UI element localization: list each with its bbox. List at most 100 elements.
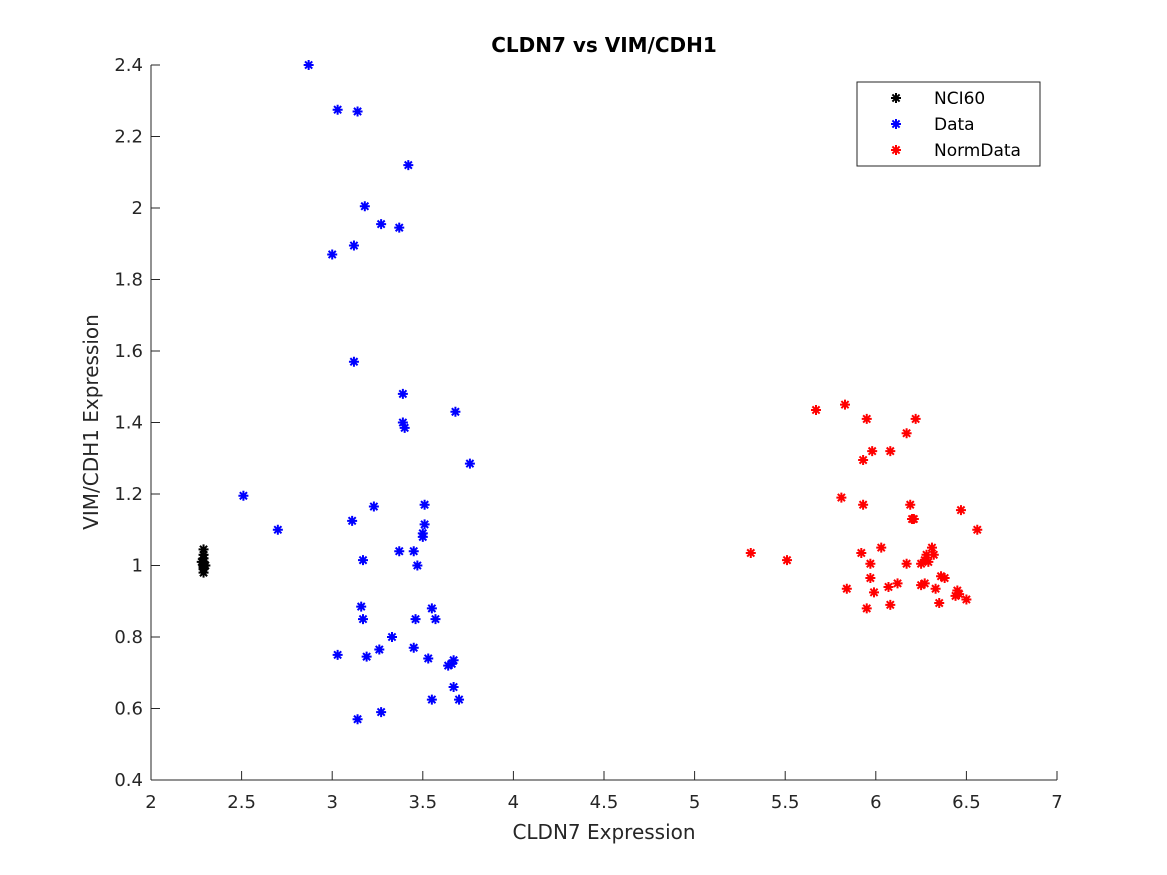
x-tick-label: 4 <box>508 792 519 813</box>
data-point <box>347 515 358 526</box>
series-normdata <box>745 399 983 614</box>
normdata-point <box>861 603 872 614</box>
data-point <box>348 356 359 367</box>
data-point <box>403 160 414 171</box>
data-point <box>426 603 437 614</box>
normdata-point <box>955 505 966 516</box>
data-point <box>359 201 370 212</box>
y-tick-label: 2.2 <box>114 127 143 148</box>
data-point <box>430 614 441 625</box>
legend-label-nci60: NCI60 <box>934 89 985 109</box>
normdata-point <box>745 547 756 558</box>
legend-marker-data <box>891 119 901 129</box>
data-point <box>408 546 419 557</box>
normdata-point <box>901 558 912 569</box>
normdata-point <box>865 573 876 584</box>
data-point <box>419 499 430 510</box>
legend-marker-normdata <box>891 145 901 155</box>
x-axis-ticks: 2 2.5 3 3.5 4 4.5 5 5.5 6 6.5 7 <box>145 771 1063 813</box>
data-series <box>196 60 983 725</box>
data-point <box>368 501 379 512</box>
legend-label-normdata: NormData <box>934 141 1021 161</box>
y-axis-label: VIM/CDH1 Expression <box>79 314 103 530</box>
normdata-point <box>972 524 983 535</box>
normdata-point <box>928 549 939 560</box>
y-tick-label: 1 <box>132 556 143 577</box>
normdata-point <box>923 556 934 567</box>
normdata-point <box>856 547 867 558</box>
x-tick-label: 7 <box>1051 792 1062 813</box>
normdata-point <box>954 589 965 600</box>
plot-area <box>151 65 1057 780</box>
data-point <box>374 644 385 655</box>
data-point <box>410 614 421 625</box>
y-axis-ticks: 0.4 0.6 0.8 1 1.2 1.4 1.6 1.8 2 2.2 2.4 <box>114 55 160 791</box>
data-point <box>448 655 459 666</box>
series-data <box>238 60 475 725</box>
data-point <box>412 560 423 571</box>
normdata-point <box>916 580 927 591</box>
data-point <box>446 658 457 669</box>
legend-item-nci60: NCI60 <box>891 89 985 109</box>
data-point <box>397 417 408 428</box>
data-point <box>361 651 372 662</box>
legend-marker-nci60 <box>891 93 901 103</box>
data-point <box>352 714 363 725</box>
normdata-point <box>930 583 941 594</box>
data-point <box>426 694 437 705</box>
data-point <box>397 388 408 399</box>
x-axis-label: CLDN7 Expression <box>512 820 695 844</box>
y-tick-label: 2 <box>132 198 143 219</box>
y-tick-label: 1.6 <box>114 341 143 362</box>
normdata-point <box>885 446 896 457</box>
normdata-point <box>861 413 872 424</box>
data-point <box>419 519 430 530</box>
series-nci60 <box>196 544 211 578</box>
data-point <box>303 60 314 70</box>
data-point <box>448 682 459 693</box>
data-point <box>394 546 405 557</box>
data-point <box>423 653 434 664</box>
normdata-point <box>858 499 869 510</box>
data-point <box>356 601 367 612</box>
normdata-point <box>950 590 961 601</box>
data-point <box>352 106 363 117</box>
nci60-point <box>198 567 209 578</box>
x-tick-label: 5 <box>689 792 700 813</box>
x-tick-label: 3.5 <box>408 792 437 813</box>
y-tick-label: 1.4 <box>114 413 143 434</box>
y-tick-label: 0.8 <box>114 627 143 648</box>
normdata-point <box>836 492 847 503</box>
data-point <box>464 458 475 469</box>
normdata-point <box>921 549 932 560</box>
y-tick-label: 1.2 <box>114 484 143 505</box>
normdata-point <box>901 428 912 439</box>
chart-title: CLDN7 vs VIM/CDH1 <box>491 33 717 57</box>
data-point <box>332 649 343 660</box>
normdata-point <box>919 578 930 589</box>
normdata-point <box>892 578 903 589</box>
normdata-point <box>883 581 894 592</box>
legend-box <box>856 81 1041 167</box>
normdata-point <box>961 594 972 605</box>
data-point <box>454 694 465 705</box>
normdata-point <box>782 555 793 566</box>
data-point <box>332 104 343 115</box>
normdata-point <box>910 413 921 424</box>
normdata-point <box>867 446 878 457</box>
data-point <box>238 490 249 501</box>
x-tick-label: 5.5 <box>771 792 800 813</box>
normdata-point <box>952 585 963 596</box>
normdata-point <box>865 558 876 569</box>
normdata-point <box>936 571 947 582</box>
x-tick-label: 3 <box>326 792 337 813</box>
data-point <box>443 660 454 671</box>
data-point <box>358 614 369 625</box>
normdata-point <box>858 455 869 466</box>
normdata-point <box>868 587 879 598</box>
normdata-point <box>885 599 896 610</box>
normdata-point <box>934 598 945 609</box>
nci60-point <box>198 544 209 555</box>
y-tick-label: 0.6 <box>114 699 143 720</box>
